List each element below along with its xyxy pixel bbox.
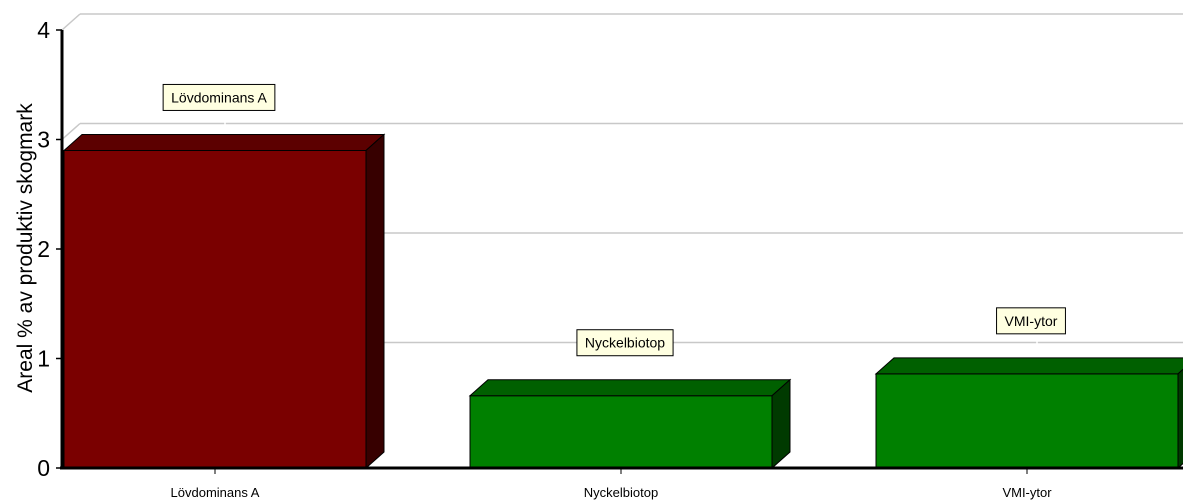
callouts: Lövdominans A Nyckelbiotop VMI-ytor (162, 83, 1066, 374)
y-tick-label: 2 (37, 236, 50, 262)
bar (874, 357, 1183, 470)
y-tick-label: 4 (37, 17, 50, 43)
callout: Nyckelbiotop (576, 329, 674, 374)
y-ticks: 0 1 2 3 4 (37, 17, 62, 481)
bar-front (875, 373, 1179, 469)
bar-side (771, 378, 791, 470)
bar-front (469, 395, 773, 469)
x-tick-label: Lövdominans A (171, 485, 260, 500)
bar-top (62, 133, 386, 151)
callout-label: VMI-ytor (1005, 313, 1058, 329)
bar-front (63, 149, 367, 469)
x-tick-label: Nyckelbiotop (584, 485, 658, 500)
x-tick-label: VMI-ytor (1002, 485, 1052, 500)
bar (62, 133, 386, 470)
callout-box (996, 307, 1066, 335)
gridline-diagonal (61, 13, 81, 31)
bars (62, 133, 1183, 470)
y-tick-label: 0 (37, 455, 50, 481)
y-axis-title: Areal % av produktiv skogmark (14, 103, 37, 393)
bar (468, 378, 792, 470)
y-tick-label: 3 (37, 127, 50, 153)
callout: Lövdominans A (162, 83, 276, 129)
bar-side (365, 133, 385, 470)
bar-side (1177, 368, 1183, 470)
callout-box (576, 329, 674, 357)
y-tick-label: 1 (37, 346, 50, 372)
callout-label: Lövdominans A (171, 89, 267, 105)
callout: VMI-ytor (996, 307, 1066, 352)
bar-top (874, 357, 1183, 375)
callout-box (162, 83, 276, 111)
gridline-diagonal (61, 122, 81, 141)
x-tick-labels: Lövdominans A Nyckelbiotop VMI-ytor (171, 468, 1052, 500)
bar-top (468, 379, 792, 397)
callout-label: Nyckelbiotop (585, 335, 665, 351)
